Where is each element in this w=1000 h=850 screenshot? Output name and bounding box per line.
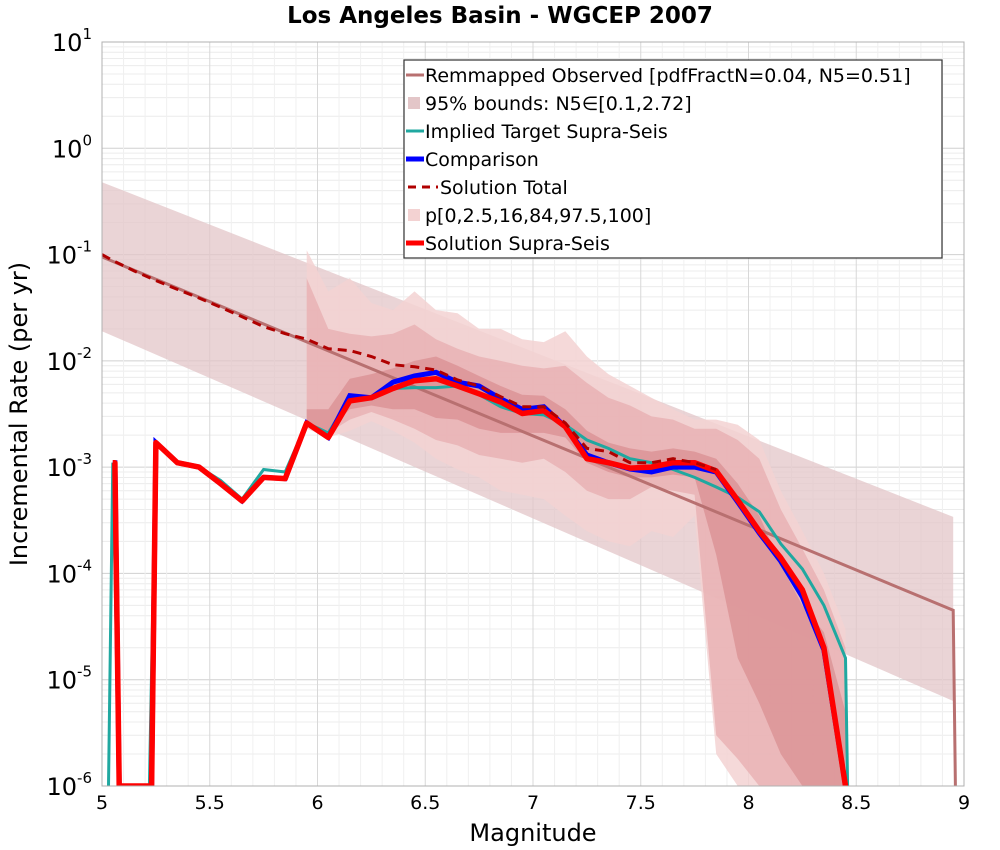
y-tick-label: 10-2 xyxy=(46,344,92,376)
legend-swatch xyxy=(408,209,420,221)
legend-swatch xyxy=(408,97,420,109)
legend: Remmapped Observed [pdfFractN=0.04, N5=0… xyxy=(403,59,943,259)
y-tick-label: 100 xyxy=(52,131,92,163)
y-tick-label: 10-3 xyxy=(46,450,92,482)
chart-title: Los Angeles Basin - WGCEP 2007 xyxy=(287,3,713,29)
remapped-observed-line xyxy=(102,255,957,786)
x-tick-label: 7.5 xyxy=(626,792,656,814)
y-axis-label: Incremental Rate (per yr) xyxy=(5,262,33,566)
x-tick-label: 5 xyxy=(96,792,108,814)
y-ticks: 101 100 10-1 10-2 10-3 10-4 10-5 10-6 xyxy=(46,25,92,801)
y-tick-label: 10-6 xyxy=(46,769,92,801)
x-tick-label: 8.5 xyxy=(841,792,871,814)
x-tick-label: 8 xyxy=(742,792,754,814)
legend-label: Comparison xyxy=(425,149,539,171)
solution-total-line xyxy=(102,253,717,471)
legend-label: Solution Supra-Seis xyxy=(425,233,610,255)
x-axis-label: Magnitude xyxy=(469,819,596,847)
x-tick-label: 5.5 xyxy=(195,792,225,814)
y-tick-label: 101 xyxy=(52,25,92,57)
legend-label: Remmapped Observed [pdfFractN=0.04, N5=0… xyxy=(425,65,911,87)
x-tick-label: 9 xyxy=(958,792,970,814)
legend-box xyxy=(403,59,943,259)
percentile-band-inner xyxy=(306,356,846,786)
y-tick-label: 10-4 xyxy=(46,556,92,588)
x-tick-label: 6.5 xyxy=(410,792,440,814)
x-ticks: 5 5.5 6 6.5 7 7.5 8 8.5 9 xyxy=(96,792,970,814)
x-tick-label: 7 xyxy=(527,792,539,814)
legend-label: p[0,2.5,16,84,97.5,100] xyxy=(425,205,651,227)
plot-frame xyxy=(101,41,965,787)
y-tick-label: 10-5 xyxy=(46,663,92,695)
y-tick-label: 10-1 xyxy=(46,238,92,270)
data-layer xyxy=(102,182,957,786)
x-tick-label: 6 xyxy=(311,792,323,814)
legend-label: Solution Total xyxy=(440,177,568,199)
legend-label: Implied Target Supra-Seis xyxy=(425,121,668,143)
legend-label: 95% bounds: N5∈[0.1,2.72] xyxy=(425,93,692,115)
